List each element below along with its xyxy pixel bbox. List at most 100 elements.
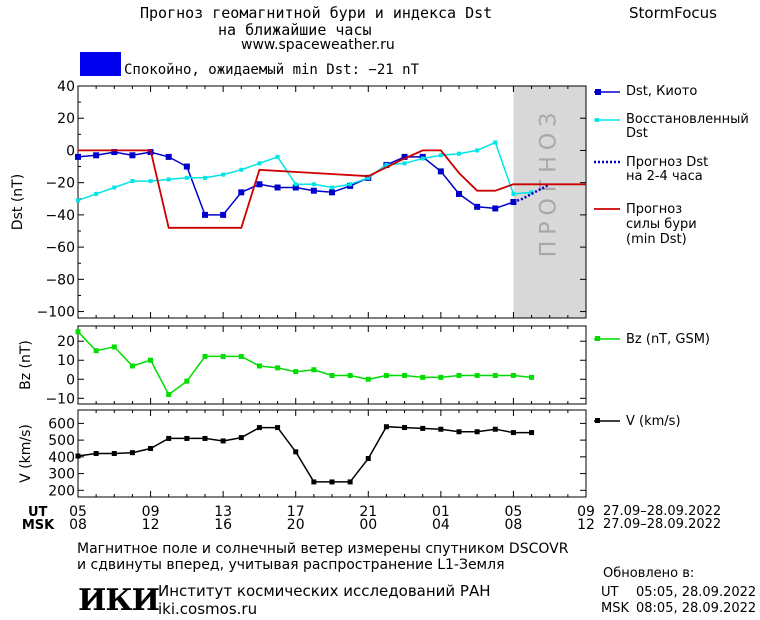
bz-panel: 20 10 0 −10 Bz (nT) [18,325,587,407]
data-point [529,430,535,436]
data-point [347,372,353,378]
series-line [78,149,586,229]
data-point [75,153,81,160]
data-point [366,175,371,180]
data-point [420,156,425,161]
msk-tick-label: 04 [432,517,450,533]
data-point [365,456,371,462]
data-point [256,363,262,369]
data-point [420,374,426,380]
data-point [474,429,480,435]
data-point [257,161,262,166]
data-point [111,451,117,456]
data-point [402,372,408,378]
ut-tick-label: 09 [142,504,160,520]
data-point [93,152,100,159]
data-point [492,205,499,212]
y-tick-label: 10 [57,353,75,369]
legend-restored-label-2: Dst [626,126,648,141]
legend-dst-kyoto-label: Dst, Киото [626,84,698,99]
data-point [348,182,353,187]
y-axis-label: V (km/s) [18,424,34,483]
data-point [238,189,245,196]
plot-frame [77,325,587,405]
updated-label: Обновлено в: [603,566,695,581]
plot-frame [77,85,587,319]
data-point [456,372,462,378]
status-text: Спокойно, ожидаемый min Dst: −21 nT [124,62,420,78]
institute-site[interactable]: iki.cosmos.ru [158,600,258,618]
y-axis-label: Bz (nT) [18,340,34,390]
data-point [238,435,244,441]
ut-tick-label: 09 [577,504,595,520]
data-point [475,148,480,153]
data-point [420,425,426,431]
data-point [239,167,244,172]
data-point [220,353,226,359]
dst-panel: ПРОГНОЗ 40 20 0 −20 −40 −60 −80 −100 Dst (nT) [10,79,587,321]
data-point [221,172,226,177]
updated-ut-label: UT [601,585,619,600]
data-point [510,430,516,436]
data-point [166,391,172,397]
chart-title-line2: на ближайшие часы [218,21,372,39]
msk-date-range: 27.09–28.09.2022 [603,517,721,532]
data-point [202,211,208,218]
data-point [456,429,462,435]
data-point [129,363,135,369]
data-point [275,425,281,431]
series-line [77,141,532,202]
data-point [256,181,263,188]
ut-tick-label: 05 [69,504,87,520]
y-tick-label: −60 [45,240,75,256]
data-point [220,211,227,218]
y-tick-label: −40 [45,208,75,224]
data-point [383,372,389,378]
data-point [492,372,498,378]
data-point [129,152,136,159]
legend-restored-label-1: Восстановленный [626,112,749,127]
legend-speed-marker [594,418,620,423]
data-point [457,151,461,156]
data-point [94,191,99,196]
data-point [311,479,317,485]
legend-bz-label: Bz (nT, GSM) [626,332,711,347]
legend-restored-marker [594,118,620,122]
data-point [329,189,335,196]
y-tick-label: 300 [48,467,75,483]
ut-axis-label: UT [28,505,48,520]
data-point [76,198,80,203]
data-point [256,425,262,431]
y-tick-label: −10 [45,391,75,407]
y-tick-label: 0 [66,143,75,159]
y-tick-label: −80 [45,272,75,288]
data-point [93,348,99,354]
data-point [238,353,244,359]
data-point [166,177,171,182]
updated-msk-label: MSK [601,601,629,616]
y-tick-label: 200 [48,483,75,499]
data-point [293,369,299,375]
data-point [293,182,298,187]
data-point [112,185,117,190]
msk-tick-label: 00 [359,517,377,533]
footer-note-line1: Магнитное поле и солнечный ветер измерен… [77,541,569,557]
forecast-zone-label: ПРОГНОЗ [537,107,562,258]
data-point [438,426,444,432]
y-tick-label: −20 [45,176,75,192]
ut-tick-label: 01 [432,504,450,520]
series-line [77,425,532,483]
data-point [329,372,335,378]
ut-tick-label: 05 [505,504,523,520]
data-point [166,435,172,441]
ut-tick-label: 21 [359,504,377,520]
data-point [293,449,299,455]
y-tick-label: 20 [57,111,75,127]
site-url[interactable]: www.spaceweather.ru [241,37,395,53]
data-point [383,424,389,430]
legend-storm-marker [594,208,620,210]
legend-forecast-dst-label-2: на 2-4 часа [626,169,703,184]
msk-axis-label: MSK [22,518,55,533]
updated-msk-value: 08:05, 28.09.2022 [636,601,757,616]
